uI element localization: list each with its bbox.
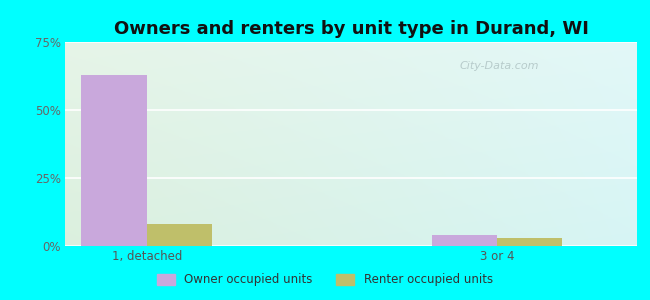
Bar: [432, 235, 497, 246]
Bar: [497, 238, 562, 246]
Text: City-Data.com: City-Data.com: [460, 61, 540, 71]
Legend: Owner occupied units, Renter occupied units: Owner occupied units, Renter occupied un…: [153, 269, 497, 291]
Bar: [81, 75, 147, 246]
Title: Owners and renters by unit type in Durand, WI: Owners and renters by unit type in Duran…: [114, 20, 588, 38]
Bar: [147, 224, 212, 246]
